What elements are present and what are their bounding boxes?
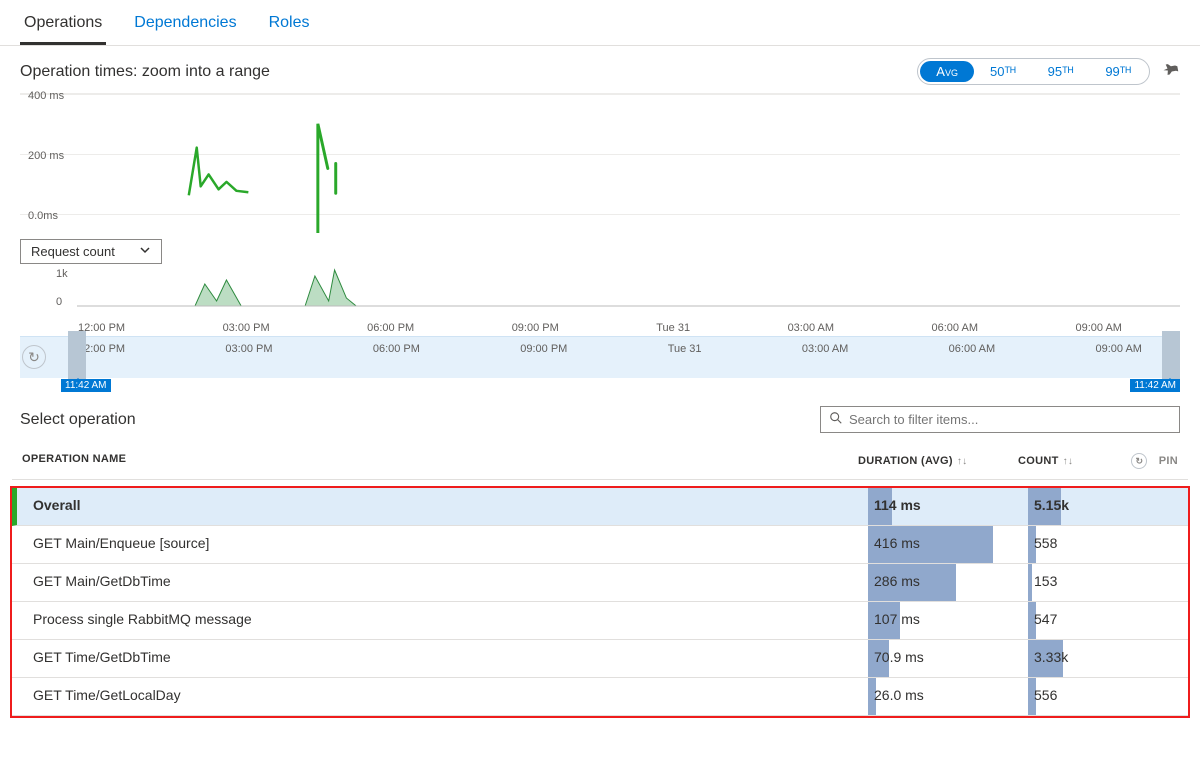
table-row[interactable]: GET Main/GetDbTime286 ms153 (12, 564, 1188, 602)
tab-operations[interactable]: Operations (20, 8, 106, 45)
op-name: GET Main/Enqueue [source] (12, 526, 868, 563)
tick: 06:00 PM (373, 343, 420, 355)
tick: 03:00 AM (788, 322, 834, 334)
search-icon (829, 411, 843, 428)
table-row[interactable]: GET Time/GetDbTime70.9 ms3.33k (12, 640, 1188, 678)
table-header: OPERATION NAME DURATION (AVG)↑↓ COUNT↑↓ … (12, 443, 1188, 480)
op-duration: 70.9 ms (868, 640, 1028, 677)
brush-axis: 12:00 PM 03:00 PM 06:00 PM 09:00 PM Tue … (20, 337, 1180, 355)
time-axis: 12:00 PM 03:00 PM 06:00 PM 09:00 PM Tue … (20, 318, 1180, 336)
tab-dependencies[interactable]: Dependencies (130, 8, 240, 45)
tick: 03:00 PM (225, 343, 272, 355)
col-operation-name[interactable]: OPERATION NAME (22, 453, 858, 469)
metric-dropdown[interactable]: Request count (20, 239, 162, 264)
op-count: 153 (1028, 564, 1138, 601)
op-pin[interactable] (1138, 488, 1188, 525)
op-name: GET Time/GetLocalDay (12, 678, 868, 715)
tab-roles[interactable]: Roles (265, 8, 314, 45)
pct-avg[interactable]: Avg (920, 61, 974, 82)
section-title: Operation times: zoom into a range (20, 63, 270, 81)
tick: 03:00 PM (223, 322, 270, 334)
chevron-down-icon (139, 244, 151, 259)
tick: Tue 31 (656, 322, 690, 334)
time-range-brush[interactable]: ↻ 12:00 PM 03:00 PM 06:00 PM 09:00 PM Tu… (20, 336, 1180, 378)
count-chart-svg (20, 268, 1180, 318)
op-pin[interactable] (1138, 602, 1188, 639)
brush-handle-right[interactable] (1162, 331, 1180, 379)
op-duration: 416 ms (868, 526, 1028, 563)
table-row[interactable]: Process single RabbitMQ message107 ms547 (12, 602, 1188, 640)
col-pin: ↻ PIN (1128, 453, 1178, 469)
search-input[interactable] (820, 406, 1180, 433)
tick: 06:00 AM (932, 322, 978, 334)
refresh-icon[interactable]: ↻ (22, 345, 46, 369)
sort-icon: ↑↓ (1063, 456, 1074, 467)
brush-start-label: 11:42 AM (61, 379, 111, 392)
tick: 09:00 PM (520, 343, 567, 355)
tab-bar: Operations Dependencies Roles (0, 0, 1200, 46)
tick: 06:00 PM (367, 322, 414, 334)
op-pin[interactable] (1138, 526, 1188, 563)
op-name: GET Main/GetDbTime (12, 564, 868, 601)
op-count: 5.15k (1028, 488, 1138, 525)
operations-table: Overall114 ms5.15kGET Main/Enqueue [sour… (10, 486, 1190, 718)
op-count: 547 (1028, 602, 1138, 639)
operation-times-chart[interactable]: 400 ms 200 ms 0.0ms (20, 93, 1180, 233)
tick: Tue 31 (668, 343, 702, 355)
tick: 03:00 AM (802, 343, 848, 355)
search-field[interactable] (849, 412, 1171, 427)
pct-95[interactable]: 95ᵀᴴ (1032, 61, 1090, 82)
refresh-icon[interactable]: ↻ (1131, 453, 1147, 469)
pct-50[interactable]: 50ᵀᴴ (974, 61, 1032, 82)
table-row[interactable]: Overall114 ms5.15k (12, 488, 1188, 526)
y-tick: 1k (56, 268, 68, 280)
op-duration: 114 ms (868, 488, 1028, 525)
op-duration: 26.0 ms (868, 678, 1028, 715)
op-count: 556 (1028, 678, 1138, 715)
sort-icon: ↑↓ (957, 456, 968, 467)
pin-icon[interactable] (1162, 61, 1180, 82)
section-header: Operation times: zoom into a range Avg 5… (0, 46, 1200, 93)
tick: 06:00 AM (949, 343, 995, 355)
col-count[interactable]: COUNT↑↓ (1018, 453, 1128, 469)
col-duration[interactable]: DURATION (AVG)↑↓ (858, 453, 1018, 469)
y-tick: 0 (56, 296, 62, 308)
op-chart-svg (20, 94, 1172, 233)
request-count-chart[interactable]: 1k 0 (20, 268, 1180, 318)
op-pin[interactable] (1138, 640, 1188, 677)
op-count: 3.33k (1028, 640, 1138, 677)
op-name: Process single RabbitMQ message (12, 602, 868, 639)
table-row[interactable]: GET Main/Enqueue [source]416 ms558 (12, 526, 1188, 564)
select-operation-title: Select operation (20, 411, 136, 429)
tick: 09:00 AM (1095, 343, 1141, 355)
tick: 09:00 AM (1075, 322, 1121, 334)
tick: 09:00 PM (512, 322, 559, 334)
op-count: 558 (1028, 526, 1138, 563)
percentile-selector: Avg 50ᵀᴴ 95ᵀᴴ 99ᵀᴴ (917, 58, 1150, 85)
brush-handle-left[interactable] (68, 331, 86, 379)
op-name: Overall (17, 488, 868, 525)
table-row[interactable]: GET Time/GetLocalDay26.0 ms556 (12, 678, 1188, 716)
dropdown-label: Request count (31, 244, 115, 259)
brush-end-label: 11:42 AM (1130, 379, 1180, 392)
op-duration: 107 ms (868, 602, 1028, 639)
op-pin[interactable] (1138, 678, 1188, 715)
pct-99[interactable]: 99ᵀᴴ (1089, 61, 1147, 82)
op-duration: 286 ms (868, 564, 1028, 601)
op-pin[interactable] (1138, 564, 1188, 601)
op-name: GET Time/GetDbTime (12, 640, 868, 677)
